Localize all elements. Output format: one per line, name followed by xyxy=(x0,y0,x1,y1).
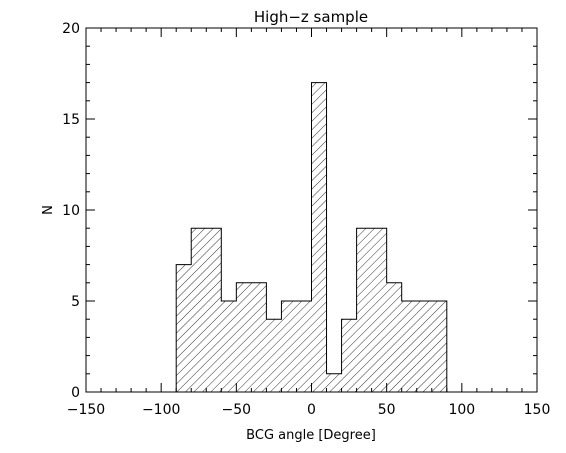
x-tick-label: 100 xyxy=(448,402,475,418)
histogram-bar xyxy=(191,228,207,392)
y-tick-label: 5 xyxy=(71,294,80,310)
histogram-outline xyxy=(175,82,448,392)
x-tick-label: 150 xyxy=(524,402,551,418)
y-tick-label: 20 xyxy=(62,21,80,37)
histogram-bar xyxy=(416,301,432,392)
histogram-bar xyxy=(431,301,447,392)
histogram-bar xyxy=(341,319,357,392)
x-tick-label: 50 xyxy=(378,402,396,418)
histogram-bar xyxy=(281,301,297,392)
histogram-bar xyxy=(266,319,282,392)
histogram-bar xyxy=(236,282,252,392)
x-tick-label: 0 xyxy=(307,402,316,418)
histogram-bar xyxy=(356,228,372,392)
x-axis-label: BCG angle [Degree] xyxy=(246,428,376,443)
histogram-bar xyxy=(176,264,192,392)
histogram-bar xyxy=(221,301,237,392)
x-tick-label: −150 xyxy=(67,402,105,418)
histogram-bar xyxy=(371,228,387,392)
histogram-bar xyxy=(296,301,312,392)
y-tick-label: 10 xyxy=(62,203,80,219)
x-tick-label: −100 xyxy=(142,402,180,418)
y-tick-label: 0 xyxy=(71,385,80,401)
histogram-bar xyxy=(401,301,417,392)
chart-title: High−z sample xyxy=(254,8,368,26)
histogram-bar xyxy=(326,373,342,392)
histogram-bar xyxy=(206,228,222,392)
y-axis-label: N xyxy=(41,205,56,215)
histogram-bar xyxy=(386,282,402,392)
histogram-bar xyxy=(251,282,267,392)
y-tick-label: 15 xyxy=(62,112,80,128)
plot-area: −150 −100 −50 0 50 100 150 0 5 10 15 20 xyxy=(62,21,550,418)
x-tick-label: −50 xyxy=(222,402,252,418)
histogram-bar xyxy=(311,82,327,392)
